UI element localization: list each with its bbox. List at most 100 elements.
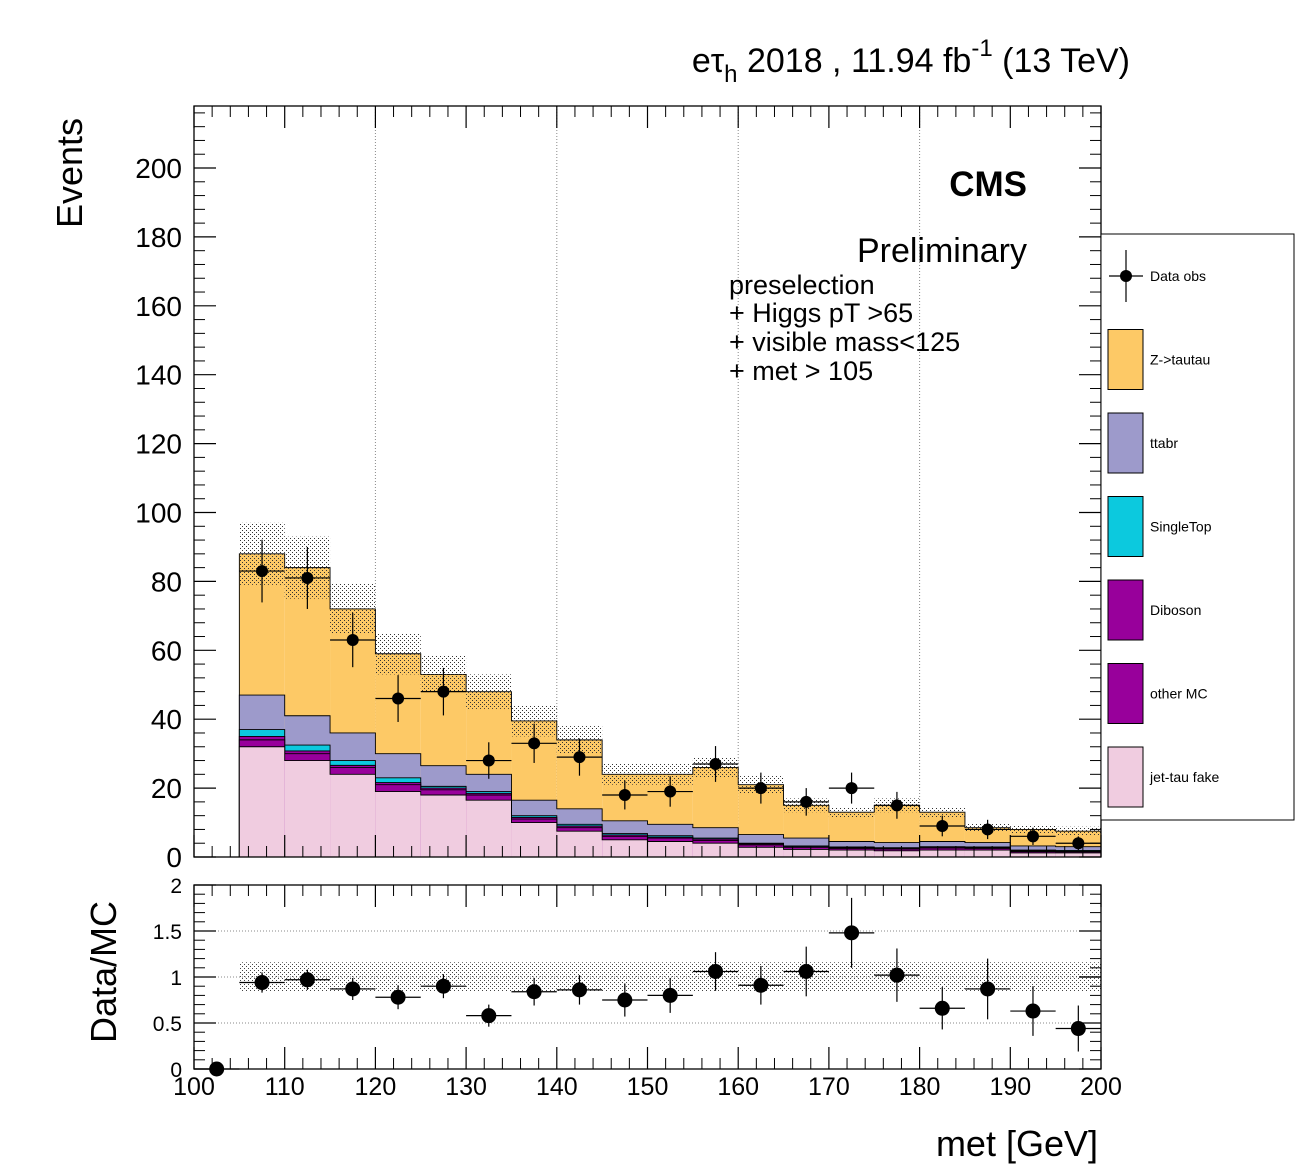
ratio-y-axis-label: Data/MC <box>83 901 124 1043</box>
x-tick-label: 140 <box>536 1073 578 1101</box>
y-tick-label: 100 <box>135 498 182 529</box>
ratio-point <box>889 967 905 983</box>
legend-swatch <box>1107 746 1144 808</box>
data-point <box>709 757 722 770</box>
uncertainty-bin <box>466 674 512 709</box>
selection-line-4: + met > 105 <box>729 356 873 386</box>
legend-label: ttabr <box>1150 435 1178 451</box>
y-tick-label: 0 <box>166 842 182 873</box>
selection-line-1: preselection <box>729 270 875 300</box>
data-point <box>346 633 359 646</box>
uncertainty-bin <box>647 763 693 785</box>
y-tick-label: 80 <box>151 566 182 597</box>
ratio-point <box>526 984 542 1000</box>
legend-label: SingleTop <box>1150 519 1212 535</box>
ratio-y-tick-label: 1.5 <box>153 921 182 944</box>
data-point <box>482 754 495 767</box>
legend-marker <box>1120 270 1132 282</box>
ratio-point <box>844 925 860 941</box>
ratio-point <box>753 977 769 993</box>
data-point <box>437 685 450 698</box>
x-tick-label: 120 <box>355 1073 397 1101</box>
ratio-point <box>481 1008 497 1024</box>
ratio-y-tick-label: 0.5 <box>153 1013 182 1036</box>
data-point <box>392 692 405 705</box>
data-point <box>1026 830 1039 843</box>
y-tick-label: 160 <box>135 291 182 322</box>
y-axis-label: Events <box>49 118 90 228</box>
ratio-point <box>390 989 406 1005</box>
stack-outline-ttabr <box>238 694 1102 857</box>
y-tick-label: 40 <box>151 704 182 735</box>
data-point <box>800 795 813 808</box>
data-point <box>890 799 903 812</box>
stack-bar-jet-tau-fake <box>828 850 875 857</box>
x-tick-label: 150 <box>627 1073 669 1101</box>
uncertainty-bin <box>1055 826 1101 836</box>
ratio-point <box>345 981 361 997</box>
ratio-point <box>299 972 315 988</box>
uncertainty-bin <box>602 763 648 785</box>
data-point <box>1072 837 1085 850</box>
luminosity-header: eτh 2018 , 11.94 fb-1 (13 TeV) <box>692 35 1130 88</box>
ratio-point <box>617 992 633 1008</box>
y-tick-label: 120 <box>135 429 182 460</box>
stack-bar-jet-tau-fake <box>330 774 376 857</box>
uncertainty-bin <box>919 807 965 818</box>
data-point <box>528 737 541 750</box>
legend-swatch <box>1107 663 1144 724</box>
ratio-axis-ticks: 0 0.5 1 1.5 2 100 110 120 130 140 150 160 170 180 190 2… <box>153 875 1122 1101</box>
ratio-point <box>571 982 587 998</box>
legend-label: Z->tautau <box>1150 352 1210 368</box>
y-tick-label: 180 <box>135 222 182 253</box>
stack-bar-jet-tau-fake <box>964 850 1011 857</box>
data-points <box>239 539 1101 851</box>
ratio-y-tick-label: 0 <box>170 1059 182 1082</box>
selection-line-2: + Higgs pT >65 <box>729 298 913 328</box>
ratio-point <box>435 978 451 994</box>
y-tick-label: 140 <box>135 360 182 391</box>
selection-line-3: + visible mass<125 <box>729 327 960 357</box>
preliminary-label: Preliminary <box>857 232 1027 270</box>
main-axis-ticks: 0 20 40 60 80 100 120 140 160 180 200 <box>135 106 1102 873</box>
ratio-points <box>194 897 1101 1077</box>
ratio-point <box>708 963 724 979</box>
legend-swatch <box>1107 412 1144 474</box>
x-tick-label: 130 <box>445 1073 487 1101</box>
uncertainty-bin <box>828 807 875 818</box>
legend: Data obs Z->tautau ttabr SingleTop Diboson ot… <box>1107 250 1219 808</box>
x-tick-label: 100 <box>173 1073 215 1101</box>
legend-label: Data obs <box>1150 268 1206 284</box>
data-point <box>754 782 767 795</box>
ratio-point <box>980 981 996 997</box>
stack-bar-jet-tau-fake <box>420 794 467 857</box>
stack-bar-jet-tau-fake <box>874 850 920 857</box>
legend-swatch <box>1107 329 1144 390</box>
ratio-point <box>934 1000 950 1016</box>
stack-bar-jet-tau-fake <box>738 847 784 857</box>
legend-label: jet-tau fake <box>1149 769 1219 785</box>
x-tick-label: 180 <box>899 1073 941 1101</box>
uncertainty-bin <box>375 633 421 675</box>
legend-label: other MC <box>1150 686 1208 702</box>
data-point <box>936 819 949 832</box>
ratio-y-tick-label: 2 <box>170 875 182 898</box>
ratio-point <box>798 963 814 979</box>
stack-bar-jet-tau-fake <box>647 841 693 857</box>
ratio-point <box>662 987 678 1003</box>
x-tick-label: 200 <box>1080 1073 1122 1101</box>
stack-bar-jet-tau-fake <box>602 839 648 857</box>
data-point <box>256 565 269 578</box>
ratio-y-tick-label: 1 <box>170 967 182 990</box>
stack-bar-jet-tau-fake <box>375 791 421 857</box>
x-tick-label: 110 <box>265 1073 305 1101</box>
main-gridlines <box>374 106 921 857</box>
data-point <box>981 823 994 836</box>
ratio-point <box>1025 1003 1041 1019</box>
stack-bar-jet-tau-fake <box>692 843 739 857</box>
stack-bar-jet-tau-fake <box>919 850 965 857</box>
stack-bar-jet-tau-fake <box>284 760 331 857</box>
legend-swatch <box>1107 496 1144 557</box>
legend-label: Diboson <box>1150 602 1201 618</box>
